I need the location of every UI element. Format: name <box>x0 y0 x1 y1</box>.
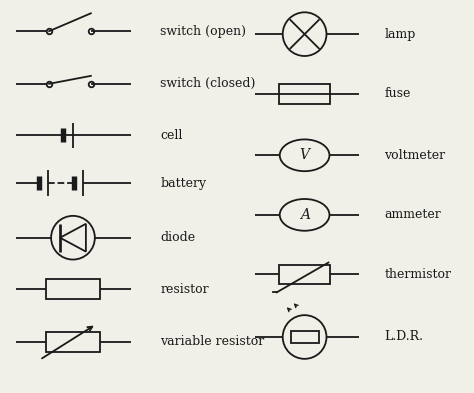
Text: diode: diode <box>161 231 196 244</box>
Text: battery: battery <box>161 176 207 189</box>
Text: thermistor: thermistor <box>384 268 451 281</box>
Bar <box>46 279 100 299</box>
Text: V: V <box>300 148 310 162</box>
Text: cell: cell <box>161 129 183 142</box>
Text: switch (open): switch (open) <box>161 25 246 38</box>
Text: L.D.R.: L.D.R. <box>384 331 423 343</box>
Bar <box>279 264 330 285</box>
Text: variable resistor: variable resistor <box>161 336 264 349</box>
Text: A: A <box>300 208 310 222</box>
Text: ammeter: ammeter <box>384 208 441 221</box>
Text: lamp: lamp <box>384 28 416 40</box>
Text: switch (closed): switch (closed) <box>161 77 256 90</box>
Bar <box>46 332 100 352</box>
Text: fuse: fuse <box>384 87 410 100</box>
Bar <box>291 331 319 343</box>
Text: resistor: resistor <box>161 283 209 296</box>
Text: voltmeter: voltmeter <box>384 149 445 162</box>
Bar <box>279 84 330 104</box>
